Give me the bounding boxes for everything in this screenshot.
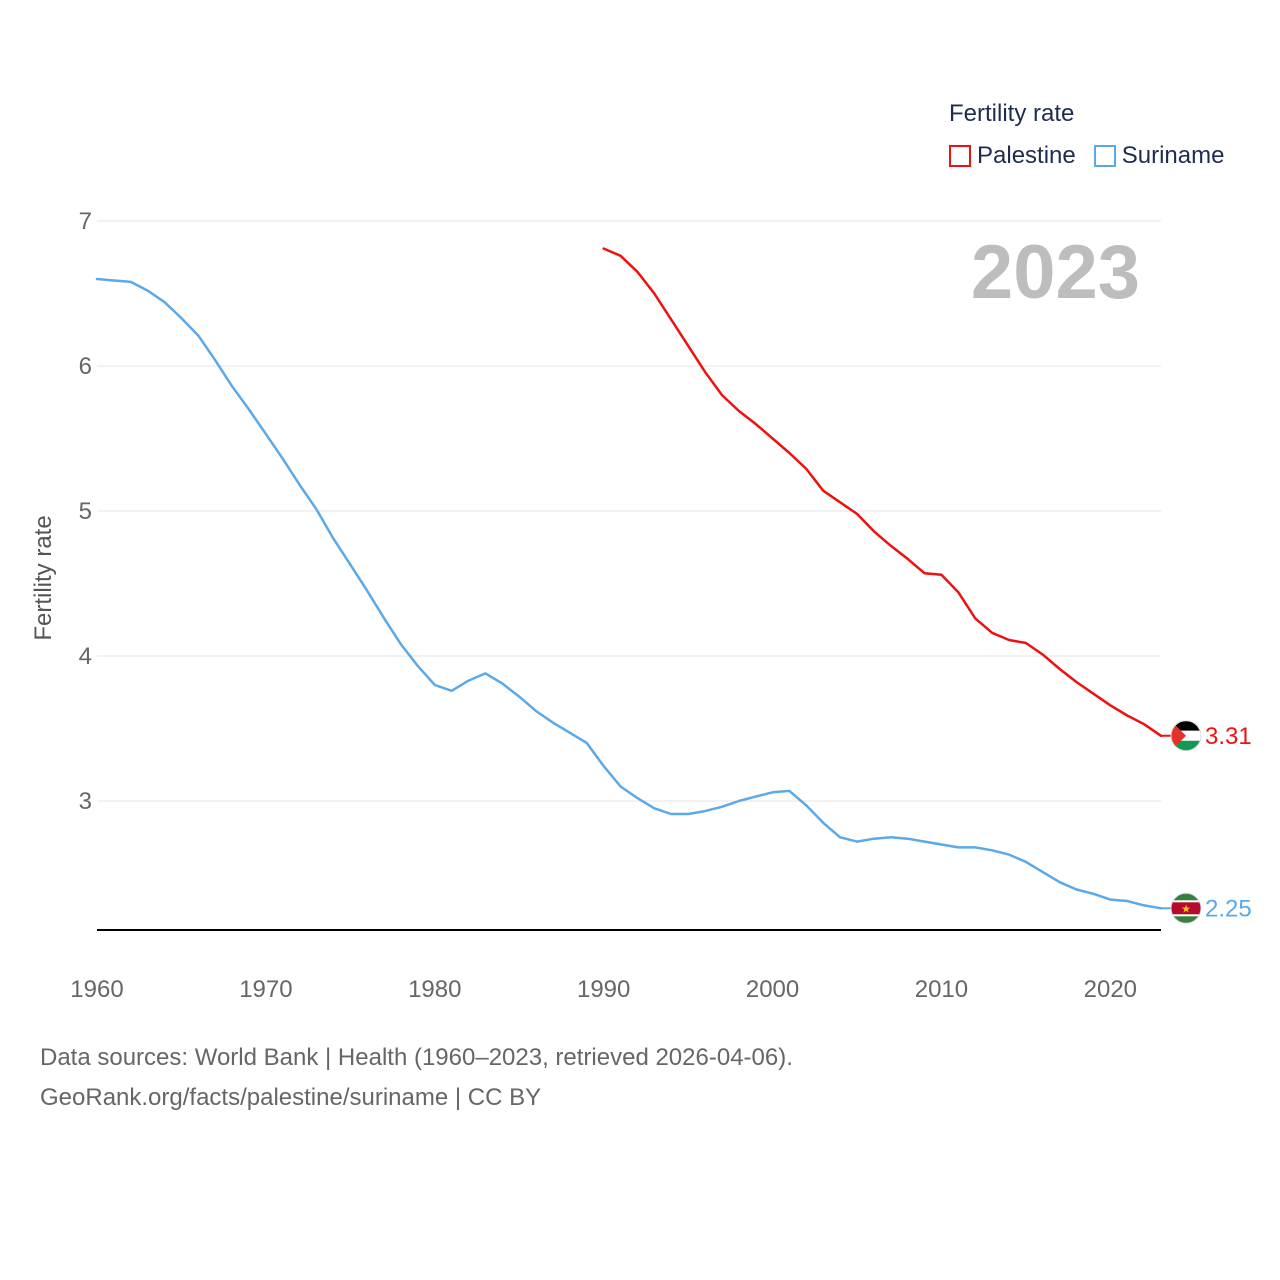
flag-triangle-red (1171, 720, 1186, 751)
legend: Palestine Suriname (949, 142, 1242, 170)
y-tick-label-6: 6 (79, 353, 92, 380)
flag-stripe-green (1171, 740, 1201, 751)
series-end-markers: 3.31 ★ 2.25 (1161, 720, 1252, 924)
flag-band-red (1171, 902, 1201, 915)
x-tick-label-1960: 1960 (70, 976, 123, 1003)
legend-swatch-palestine (949, 145, 971, 167)
x-tick-label-1980: 1980 (408, 976, 461, 1003)
palestine-flag-icon (1170, 720, 1202, 752)
flag-stripe-black (1171, 720, 1201, 731)
suriname-flag-icon: ★ (1170, 892, 1202, 924)
legend-label-suriname: Suriname (1121, 142, 1225, 169)
legend-swatch-suriname (1093, 145, 1116, 167)
y-tick-label-7: 7 (79, 208, 92, 235)
footer-link[interactable]: GeoRank.org/facts/palestine/suriname | C… (40, 1084, 542, 1111)
flag-star: ★ (1181, 902, 1191, 915)
x-tick-label-2000: 2000 (746, 976, 799, 1003)
x-tick-label-2020: 2020 (1084, 976, 1137, 1003)
y-tick-label-3: 3 (79, 788, 92, 815)
legend-title: Fertility rate (949, 100, 1075, 127)
y-axis-ticks: 3 4 5 6 7 (79, 208, 92, 815)
end-value-label-palestine: 3.31 (1205, 723, 1252, 750)
x-tick-label-1990: 1990 (577, 976, 630, 1003)
gridlines (97, 220, 1161, 802)
legend-label-palestine: Palestine (977, 142, 1076, 169)
y-tick-label-5: 5 (79, 498, 92, 525)
series-line-palestine (602, 247, 1163, 738)
flag-outline-suriname (1170, 892, 1202, 924)
x-tick-label-2010: 2010 (915, 976, 968, 1003)
y-tick-label-4: 4 (79, 643, 92, 670)
flag-body-palestine (1171, 720, 1201, 751)
series-lines (95, 247, 1163, 910)
x-tick-label-1970: 1970 (239, 976, 292, 1003)
year-label: 2023 (971, 230, 1140, 315)
x-axis-ticks: 1960 1970 1980 1990 2000 2010 2020 (70, 976, 1137, 1003)
series-line-suriname (95, 277, 1163, 910)
end-value-label-suriname: 2.25 (1205, 895, 1252, 922)
legend-item-palestine[interactable]: Palestine (949, 142, 1076, 170)
footer-sources: Data sources: World Bank | Health (1960–… (40, 1044, 793, 1071)
legend-item-suriname[interactable]: Suriname (1093, 142, 1225, 170)
y-axis-label: Fertility rate (30, 515, 57, 640)
flag-body-suriname: ★ (1171, 893, 1201, 924)
flag-outline-palestine (1170, 720, 1202, 752)
